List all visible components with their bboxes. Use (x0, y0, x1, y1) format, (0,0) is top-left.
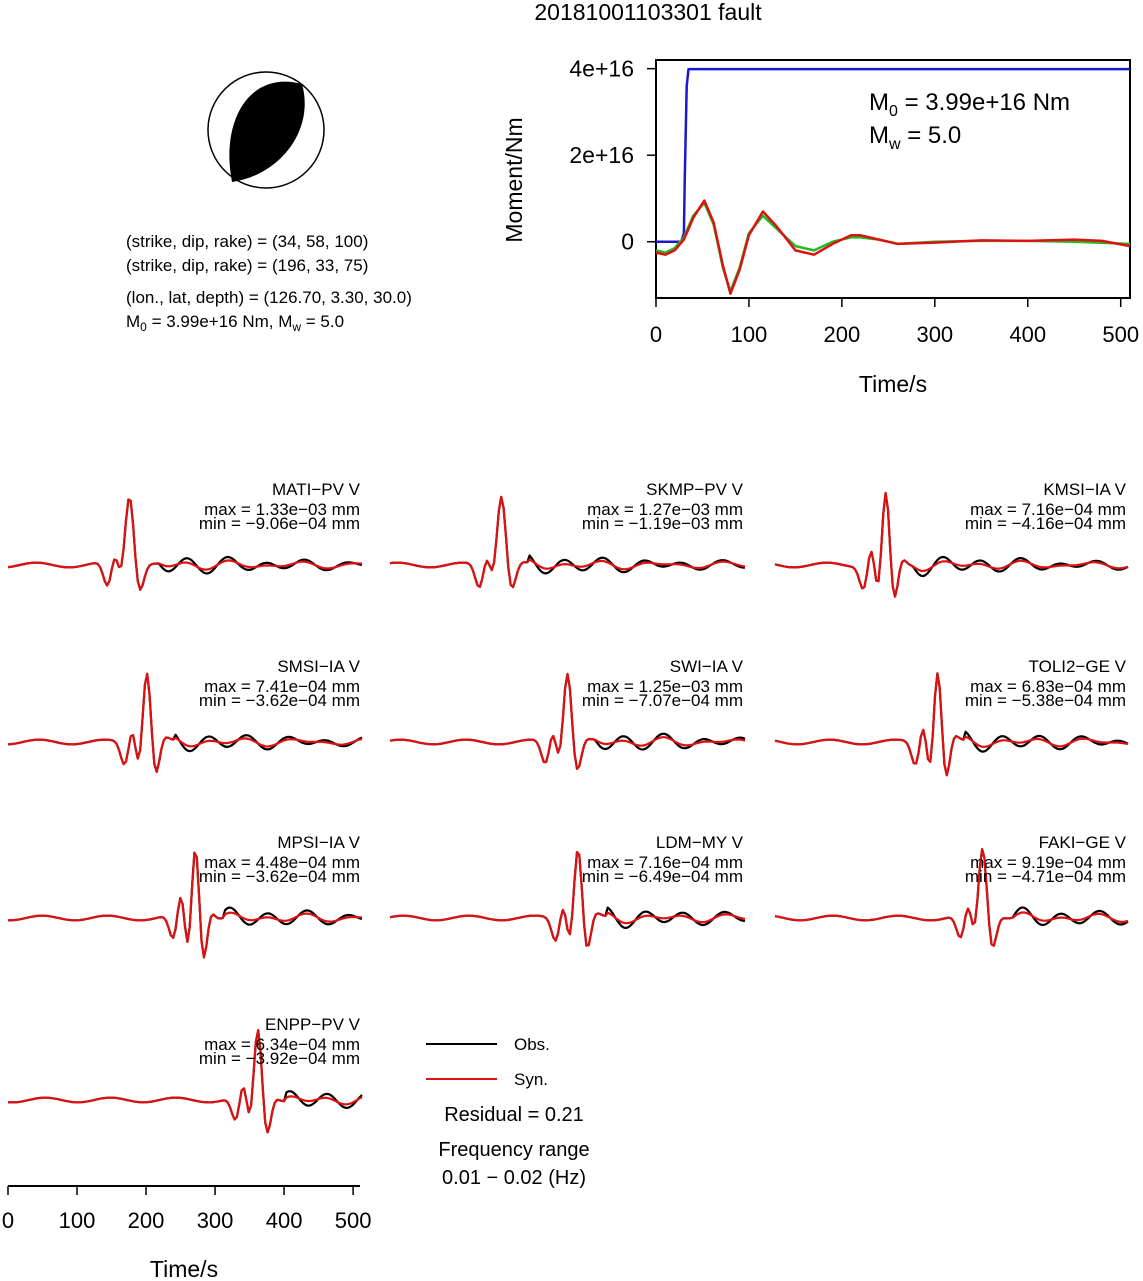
synthetic-waveform (774, 672, 1129, 777)
waveform-x-axis-label: Time/s (150, 1256, 218, 1281)
station-min: min = −1.19e−03 mm (582, 514, 743, 533)
moment-y-tick-label: 0 (621, 229, 634, 255)
station-min: min = −5.38e−04 mm (965, 691, 1126, 710)
moment-y-tick-label: 4e+16 (569, 56, 634, 82)
moment-axes: 0 100 200 300 400 500 0 2e+16 4e+16 (569, 56, 1139, 347)
station-min: min = −6.49e−04 mm (582, 867, 743, 886)
waveform-x-tick-label: 300 (197, 1208, 234, 1233)
moment-m0-annotation: M0 = 3.99e+16 Nm (869, 89, 1070, 120)
moment-x-tick-label: 200 (824, 322, 861, 347)
station-min: min = −4.16e−04 mm (965, 514, 1126, 533)
station-min: min = −3.62e−04 mm (199, 691, 360, 710)
moment-time-function-chart: 0 100 200 300 400 500 0 2e+16 4e+16 M0 = 3.99e+1… (501, 56, 1139, 397)
synthetic-waveform (389, 851, 746, 947)
station-max: max = 9.19e−04 mm (970, 853, 1126, 872)
moment-y-tick-label: 2e+16 (569, 142, 634, 168)
station-min: min = −9.06e−04 mm (199, 514, 360, 533)
waveform-x-tick-label: 200 (128, 1208, 165, 1233)
station-min: min = −4.71e−04 mm (965, 867, 1126, 886)
moment-mw-annotation: Mw = 5.0 (869, 122, 961, 153)
synthetic-waveform (7, 1029, 363, 1134)
frequency-range-value: 0.01 − 0.02 (Hz) (442, 1167, 586, 1189)
synthetic-waveform (774, 491, 1129, 598)
waveform-x-tick-label: 0 (2, 1208, 14, 1233)
waveform-time-axis: Time/s 0 100 200 300 400 500 (2, 1185, 372, 1281)
station-label: MATI−PV V (272, 480, 361, 499)
station-max: max = 7.16e−04 mm (970, 500, 1126, 519)
waveform-x-tick-label: 100 (59, 1208, 96, 1233)
station-max: max = 1.33e−03 mm (204, 500, 360, 519)
moment-x-axis-label: Time/s (859, 371, 927, 397)
moment-y-axis-label: Moment/Nm (501, 117, 527, 242)
moment-x-tick-label: 100 (731, 322, 768, 347)
station-label: MPSI−IA V (277, 833, 360, 852)
legend-syn-label: Syn. (514, 1070, 548, 1089)
moment-series-3 (655, 199, 1131, 295)
station-label: TOLI2−GE V (1029, 657, 1127, 676)
residual-value: Residual = 0.21 (444, 1104, 584, 1126)
station-label: SMSI−IA V (277, 657, 360, 676)
station-label: ENPP−PV V (265, 1015, 361, 1034)
station-label: SKMP−PV V (646, 480, 744, 499)
station-label: LDM−MY V (656, 833, 744, 852)
waveform-x-tick-label: 500 (335, 1208, 372, 1233)
beachball-icon (207, 71, 325, 189)
station-min: min = −7.07e−04 mm (582, 691, 743, 710)
station-max: max = 1.27e−03 mm (587, 500, 743, 519)
moment-summary: M0 = 3.99e+16 Nm, Mw = 5.0 (126, 312, 344, 334)
moment-x-tick-label: 500 (1102, 322, 1139, 347)
station-max: max = 6.34e−04 mm (204, 1035, 360, 1054)
synthetic-waveform (389, 495, 746, 589)
synthetic-waveform (389, 672, 746, 770)
legend-obs-label: Obs. (514, 1035, 550, 1054)
station-min: min = −3.62e−04 mm (199, 867, 360, 886)
figure-title: 20181001103301 fault (534, 0, 762, 25)
synthetic-waveform (7, 672, 363, 773)
moment-series-group (655, 67, 1131, 295)
moment-x-tick-label: 300 (916, 322, 953, 347)
waveform-x-tick-label: 400 (266, 1208, 303, 1233)
waveform-legend: Obs. Syn. Residual = 0.21 Frequency rang… (426, 1035, 590, 1189)
station-label: FAKI−GE V (1039, 833, 1127, 852)
moment-x-tick-label: 400 (1009, 322, 1046, 347)
station-max: max = 1.25e−03 mm (587, 677, 743, 696)
moment-x-tick-label: 0 (650, 322, 662, 347)
station-max: max = 7.16e−04 mm (587, 853, 743, 872)
station-max: max = 6.83e−04 mm (970, 677, 1126, 696)
station-min: min = −3.92e−04 mm (199, 1049, 360, 1068)
synthetic-waveform (8, 851, 363, 959)
station-label: KMSI−IA V (1043, 480, 1126, 499)
nodal-plane-2: (strike, dip, rake) = (196, 33, 75) (126, 256, 368, 275)
station-max: max = 7.41e−04 mm (204, 677, 360, 696)
frequency-range-title: Frequency range (438, 1139, 589, 1161)
nodal-plane-1: (strike, dip, rake) = (34, 58, 100) (126, 232, 368, 251)
station-max: max = 4.48e−04 mm (204, 853, 360, 872)
station-label: SWI−IA V (670, 657, 744, 676)
source-info: (strike, dip, rake) = (34, 58, 100) (str… (126, 232, 412, 334)
synthetic-waveform (7, 498, 363, 591)
moment-plot-frame (655, 59, 1131, 299)
hypocenter-location: (lon., lat, depth) = (126.70, 3.30, 30.0… (126, 288, 412, 307)
synthetic-waveform (774, 848, 1129, 947)
